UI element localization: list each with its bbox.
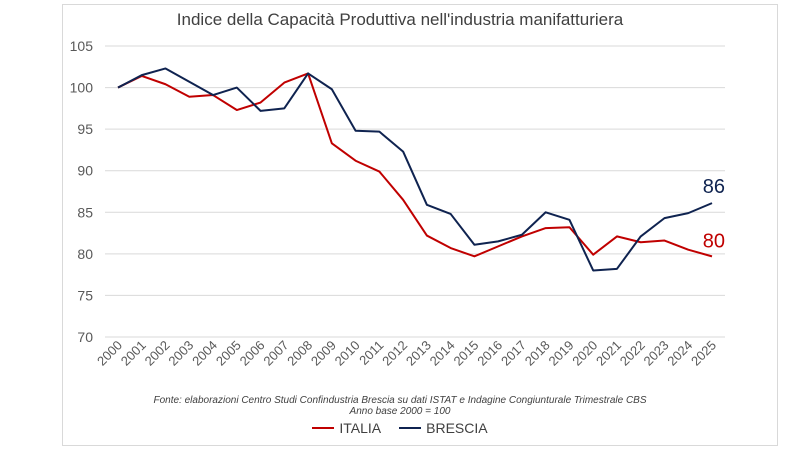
y-tick-label: 95	[77, 121, 93, 137]
x-tick-label: 2020	[569, 338, 600, 369]
x-tick-label: 2022	[617, 338, 648, 369]
x-tick-label: 2002	[142, 338, 173, 369]
legend-swatch-brescia	[399, 427, 422, 429]
x-tick-label: 2007	[260, 338, 291, 369]
x-tick-label: 2011	[356, 338, 386, 368]
x-tick-label: 2024	[664, 338, 695, 369]
legend-label-brescia: BRESCIA	[426, 420, 488, 436]
y-tick-label: 105	[70, 38, 94, 54]
x-tick-label: 2005	[213, 338, 244, 369]
series-line-italia	[117, 72, 713, 258]
chart-title: Indice della Capacità Produttiva nell'in…	[176, 10, 624, 29]
legend-item-brescia: BRESCIA	[399, 420, 488, 436]
x-tick-label: 2003	[165, 338, 196, 369]
x-tick-label: 2001	[118, 338, 149, 369]
x-tick-label: 2012	[379, 338, 410, 369]
x-tick-label: 2018	[522, 338, 553, 369]
chart-frame	[62, 4, 778, 446]
legend-item-italia: ITALIA	[312, 420, 381, 436]
end-label-italia: 80	[703, 230, 725, 252]
y-tick-label: 75	[77, 287, 93, 303]
x-tick-label: 2010	[332, 338, 363, 369]
x-tick-label: 2021	[593, 338, 624, 369]
x-tick-label: 2017	[498, 338, 529, 369]
series-line-brescia	[117, 67, 713, 272]
x-tick-label: 2008	[284, 338, 315, 369]
x-tick-label: 2016	[474, 338, 505, 369]
x-tick-label: 2013	[403, 338, 434, 369]
y-tick-label: 70	[77, 329, 93, 345]
y-tick-label: 100	[70, 80, 94, 96]
x-tick-label: 2004	[189, 338, 220, 369]
x-tick-label: 2000	[94, 338, 125, 369]
x-tick-label: 2015	[450, 338, 481, 369]
legend: ITALIA BRESCIA	[0, 420, 800, 436]
source-note: Fonte: elaborazioni Centro Studi Confind…	[153, 395, 647, 406]
base-note: Anno base 2000 = 100	[349, 406, 451, 417]
y-tick-label: 85	[77, 204, 93, 220]
x-tick-label: 2014	[427, 338, 458, 369]
y-tick-label: 90	[77, 163, 93, 179]
x-tick-label: 2019	[546, 338, 577, 369]
x-tick-label: 2009	[308, 338, 339, 369]
x-tick-label: 2006	[237, 338, 268, 369]
legend-swatch-italia	[312, 427, 335, 429]
y-tick-label: 80	[77, 246, 93, 262]
x-tick-label: 2023	[641, 338, 672, 369]
end-label-brescia: 86	[703, 176, 725, 198]
legend-label-italia: ITALIA	[339, 420, 382, 436]
x-tick-label: 2025	[688, 338, 719, 369]
